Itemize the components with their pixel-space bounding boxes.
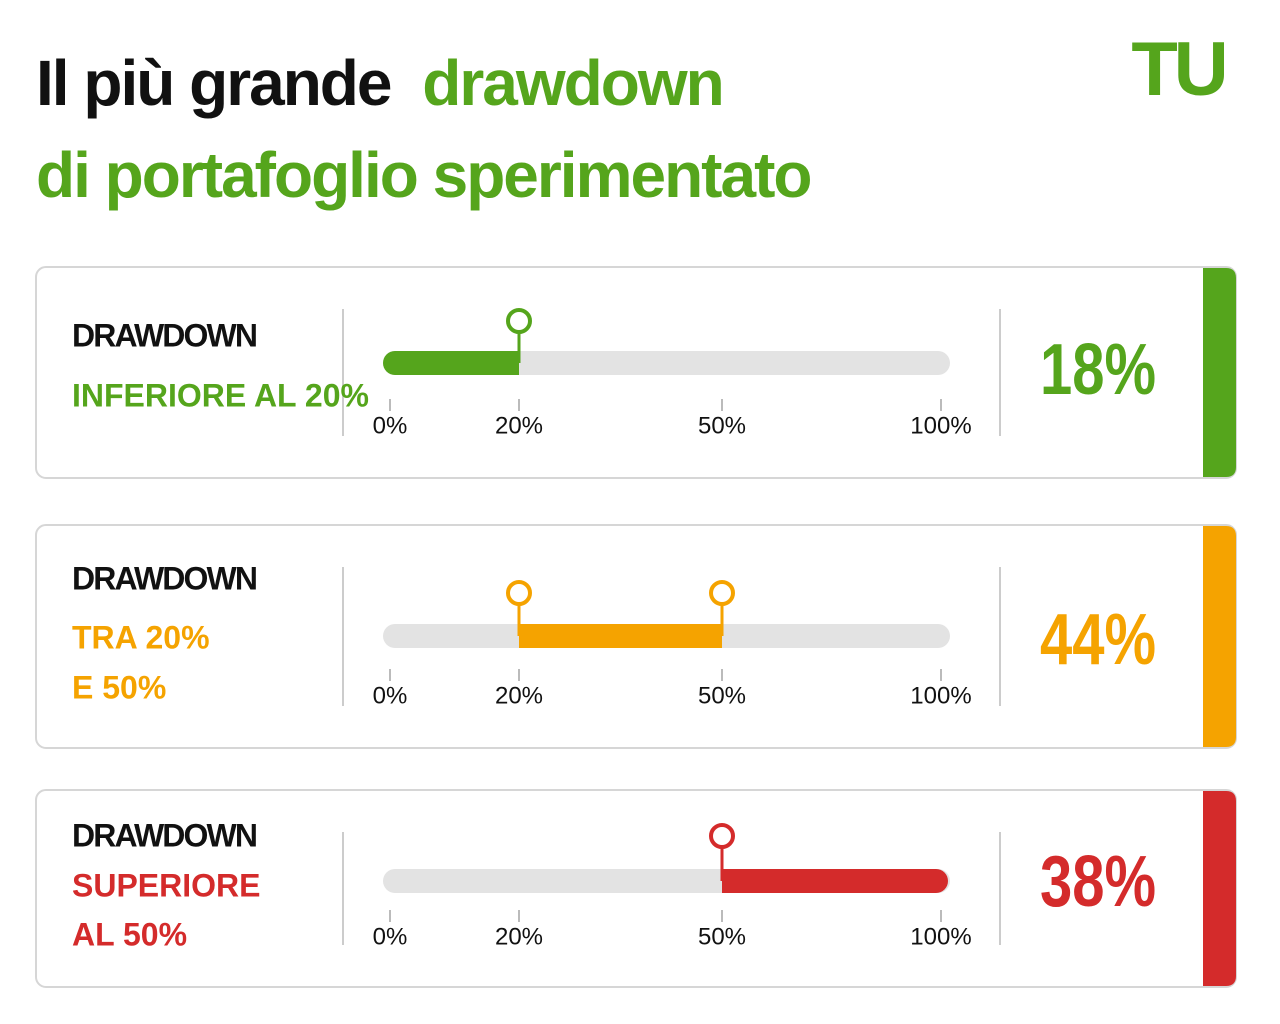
tick-label: 50% [698, 682, 746, 709]
range-bar [383, 351, 519, 375]
share-value: 44% [1040, 600, 1156, 680]
marker [709, 580, 735, 606]
tick-label: 0% [373, 923, 408, 950]
tick-label: 100% [910, 412, 971, 439]
title-part: Il più grande [36, 47, 391, 119]
title-line2: di portafoglio sperimentato [36, 139, 810, 211]
row-sublabel: SUPERIORE [72, 867, 260, 903]
marker [709, 823, 735, 849]
row-label: DRAWDOWN [72, 560, 258, 596]
card-accent [1203, 791, 1236, 986]
tick-label: 100% [910, 923, 971, 950]
marker [506, 308, 532, 334]
range-bar [519, 624, 722, 648]
range-bar-edge [505, 351, 519, 375]
title-highlight: drawdown [422, 47, 722, 119]
title-line1: Il più grande drawdown [36, 47, 723, 119]
track [383, 351, 950, 375]
share-value: 18% [1040, 330, 1156, 410]
range-bar [722, 869, 948, 893]
tick-label: 20% [495, 412, 543, 439]
tick-label: 0% [373, 682, 408, 709]
row-sublabel: E 50% [72, 669, 166, 705]
card-accent [1203, 268, 1236, 477]
row-sublabel: AL 50% [72, 916, 187, 952]
row-sublabel: TRA 20% [72, 619, 210, 655]
card-accent [1203, 526, 1236, 747]
logo: TU [1131, 27, 1224, 112]
tick-label: 50% [698, 923, 746, 950]
tick-label: 100% [910, 682, 971, 709]
row-sublabel: INFERIORE AL 20% [72, 377, 369, 413]
marker [506, 580, 532, 606]
row-label: DRAWDOWN [72, 317, 258, 353]
share-value: 38% [1040, 842, 1156, 922]
range-bar-edge [722, 869, 736, 893]
tick-label: 50% [698, 412, 746, 439]
tick-label: 20% [495, 682, 543, 709]
tick-label: 0% [373, 412, 408, 439]
row-label: DRAWDOWN [72, 817, 258, 853]
tick-label: 20% [495, 923, 543, 950]
